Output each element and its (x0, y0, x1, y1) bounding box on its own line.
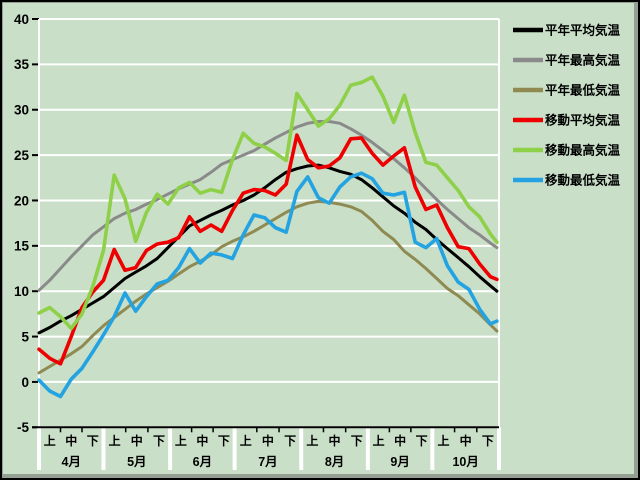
period-label: 下 (482, 434, 494, 448)
period-label: 上 (109, 433, 121, 448)
period-label: 中 (394, 433, 406, 448)
period-label: 中 (329, 433, 341, 448)
y-axis-label: 35 (14, 57, 30, 72)
y-axis-label: 25 (14, 148, 30, 163)
month-label: 10月 (452, 455, 478, 469)
legend-label-4: 移動平均気温 (545, 113, 621, 128)
legend-label-6: 移動最低気温 (545, 173, 621, 188)
y-axis-label: 0 (21, 375, 29, 390)
y-axis-label: 5 (21, 329, 29, 344)
period-label: 中 (65, 433, 77, 448)
month-label: 9月 (390, 455, 409, 469)
series-line-6 (37, 171, 499, 399)
month-label: 8月 (325, 455, 344, 469)
period-label: 下 (284, 434, 296, 448)
period-label: 下 (87, 434, 99, 448)
period-label: 上 (437, 433, 449, 448)
period-label: 上 (306, 433, 318, 448)
period-label: 下 (416, 434, 428, 448)
month-label: 4月 (62, 455, 81, 469)
legend-label-2: 平年最高気温 (545, 53, 621, 68)
y-axis-label: -5 (17, 420, 29, 435)
y-axis-label: 30 (14, 103, 29, 118)
y-axis-label: 40 (14, 12, 29, 27)
month-label: 6月 (193, 455, 212, 469)
y-axis-label: 15 (14, 239, 30, 254)
series-line-4 (37, 133, 499, 366)
month-label: 5月 (127, 455, 146, 469)
series-line-1 (37, 163, 499, 335)
period-label: 上 (373, 433, 385, 448)
period-label: 下 (218, 434, 230, 448)
period-label: 中 (460, 433, 472, 448)
period-label: 下 (351, 434, 363, 448)
legend-label-5: 移動最高気温 (545, 143, 621, 158)
period-label: 下 (153, 434, 165, 448)
period-label: 上 (175, 433, 187, 448)
series-line-5 (37, 75, 499, 331)
y-axis-label: 20 (14, 193, 29, 208)
period-label: 上 (44, 433, 56, 448)
period-label: 中 (131, 433, 143, 448)
period-label: 中 (196, 433, 208, 448)
month-label: 7月 (258, 455, 277, 469)
series-line-2 (37, 120, 499, 292)
period-label: 上 (240, 433, 252, 448)
period-label: 中 (262, 433, 274, 448)
legend-label-3: 平年最低気温 (545, 83, 621, 98)
legend-label-1: 平年平均気温 (545, 23, 621, 38)
y-axis-label: 10 (14, 284, 29, 299)
